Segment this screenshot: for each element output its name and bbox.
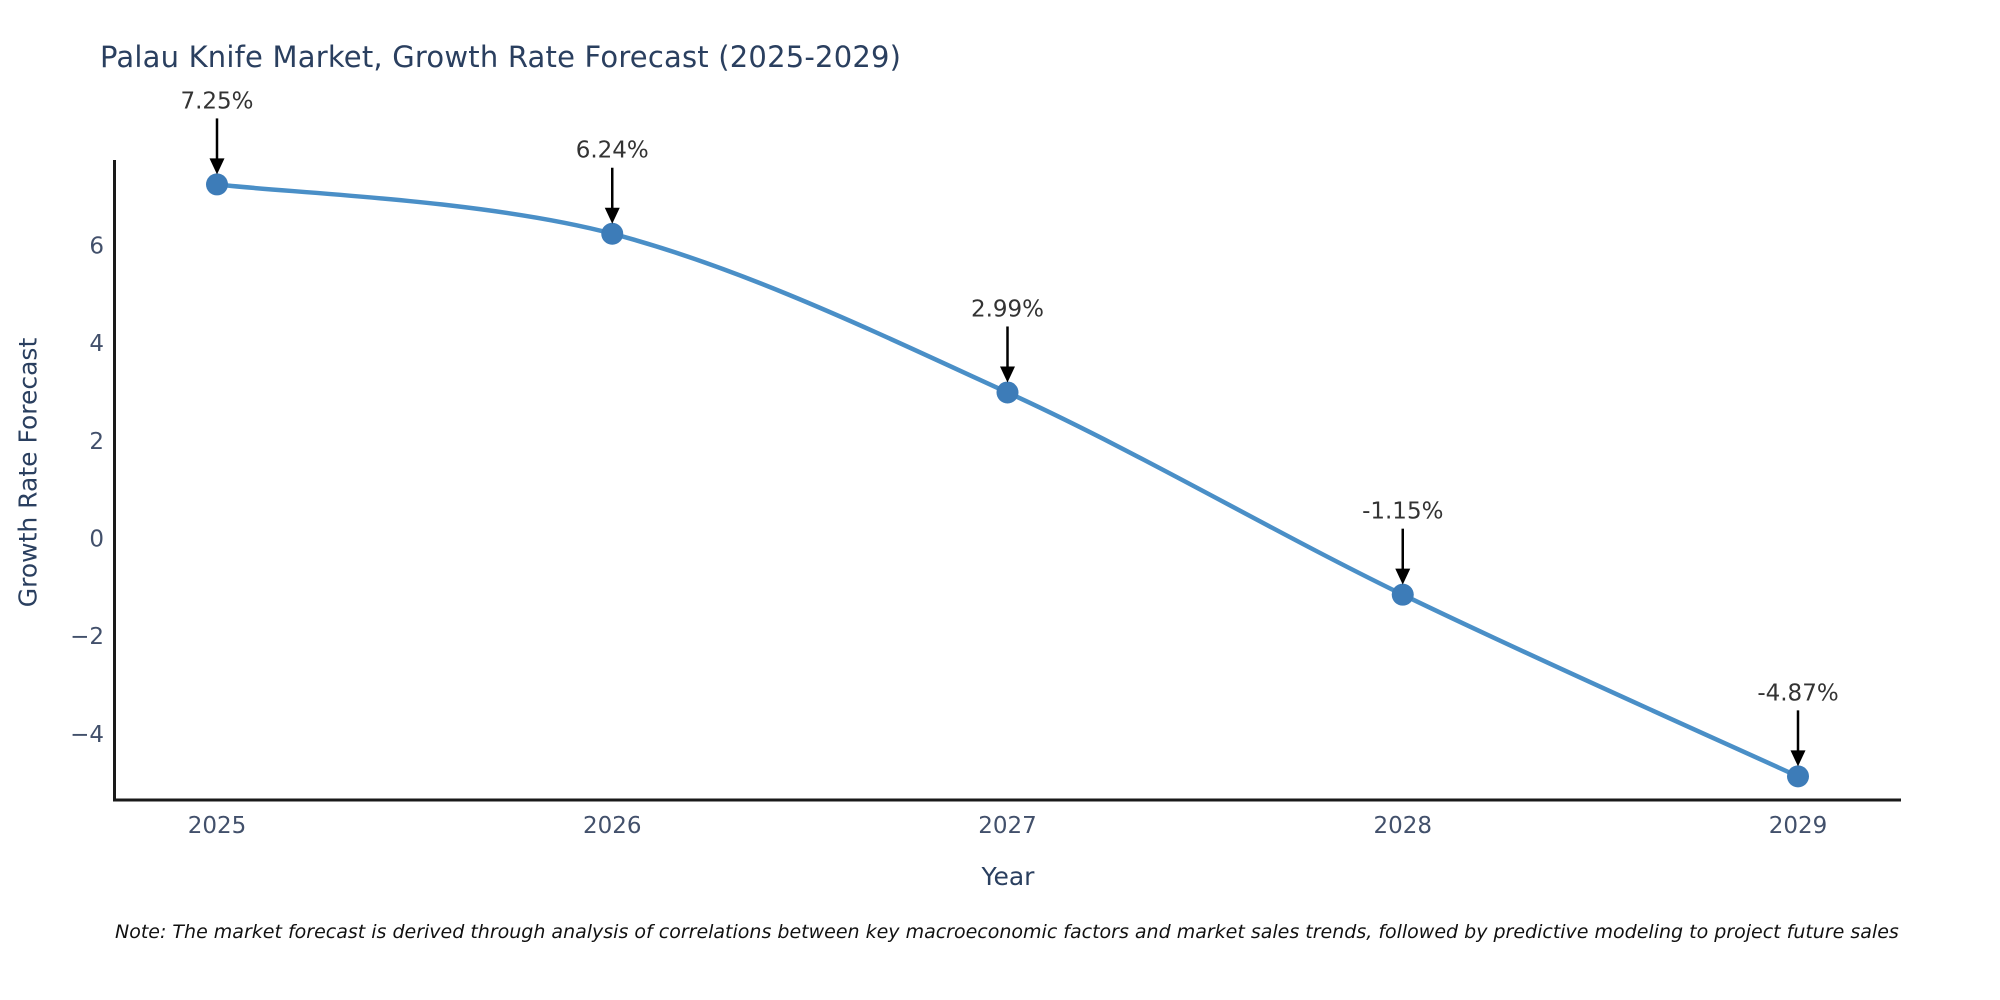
chart-title: Palau Knife Market, Growth Rate Forecast… (100, 40, 902, 74)
y-tick-label: −2 (70, 624, 104, 650)
annotation-arrowhead (604, 207, 620, 224)
footnote: Note: The market forecast is derived thr… (115, 921, 1899, 943)
x-tick-label: 2027 (978, 813, 1037, 839)
line-series (214, 182, 1801, 779)
y-tick-label: 2 (89, 429, 104, 455)
data-point-marker (1391, 583, 1414, 606)
x-axis-title: Year (981, 862, 1035, 891)
annotation-label: 7.25% (180, 88, 253, 114)
data-point-marker (1787, 765, 1809, 788)
data-point-marker (206, 173, 228, 196)
annotation-label: -1.15% (1362, 499, 1443, 525)
x-tick-label: 2029 (1769, 813, 1828, 839)
annotation-arrowhead (1790, 750, 1806, 767)
annotation-label: -4.87% (1757, 680, 1838, 706)
y-tick-label: 6 (89, 233, 104, 259)
data-point-marker (996, 381, 1019, 404)
y-tick-label: 4 (89, 331, 104, 357)
annotation-arrowhead (1395, 568, 1411, 585)
x-tick-label: 2025 (188, 813, 247, 839)
annotation-label: 6.24% (576, 138, 649, 164)
data-point-marker (601, 222, 624, 245)
annotation-arrowhead (1000, 366, 1015, 383)
annotation-arrowhead (209, 158, 225, 175)
x-tick-label: 2028 (1373, 813, 1432, 839)
y-tick-label: −4 (70, 722, 104, 748)
x-tick-label: 2026 (583, 813, 642, 839)
annotation-label: 2.99% (971, 296, 1044, 322)
y-tick-label: 0 (89, 527, 104, 553)
y-axis-title: Growth Rate Forecast (13, 337, 43, 608)
